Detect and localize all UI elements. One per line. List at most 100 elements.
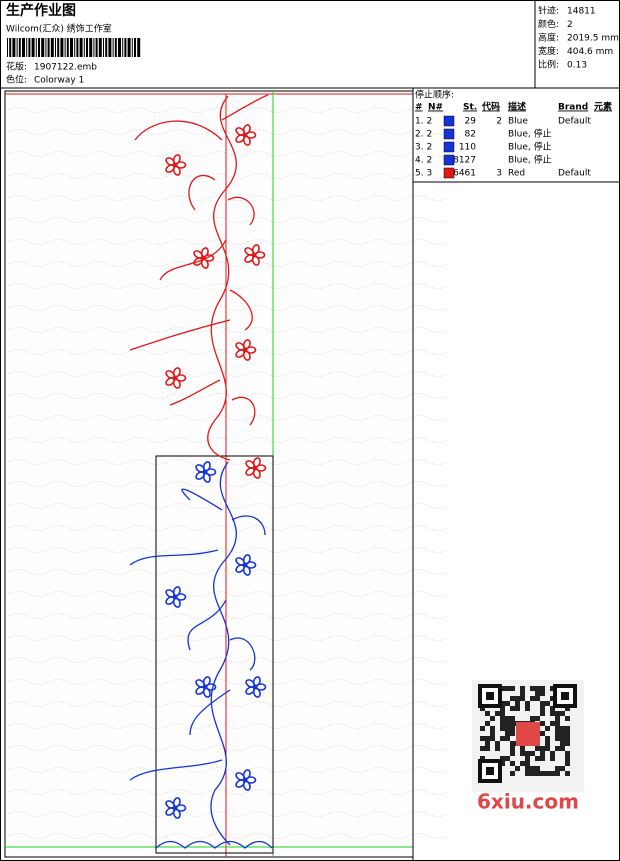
stat-label: 比例: (538, 59, 559, 71)
stat-value: 0.13 (567, 61, 587, 71)
description: Blue (508, 117, 528, 127)
qr-cell (530, 696, 535, 701)
flower-center (252, 465, 258, 471)
qr-cell (485, 721, 490, 726)
wave (7, 811, 449, 817)
wave (7, 701, 449, 707)
qr-cell (550, 696, 555, 701)
wave (7, 151, 449, 157)
wave (7, 415, 449, 421)
bar (66, 38, 69, 57)
blue-vines (129, 461, 273, 849)
barcode (7, 38, 141, 57)
bar (12, 38, 16, 57)
bar (38, 38, 40, 57)
qr-cell (500, 686, 505, 691)
bar (70, 38, 73, 57)
bar (16, 38, 18, 57)
qr-cell (540, 731, 545, 736)
qr-cell (525, 706, 530, 711)
flower (244, 244, 266, 266)
qr-cell (500, 761, 505, 766)
qr-cell (510, 696, 515, 701)
qr-cell (490, 716, 495, 721)
qr-code (472, 680, 584, 792)
qr-cell (545, 726, 550, 731)
qr-cell (490, 736, 495, 741)
wave (7, 679, 449, 685)
stat-value: 14811 (567, 7, 596, 17)
qr-cell (540, 686, 545, 691)
design-file: 1907122.emb (34, 63, 97, 73)
qr-cell (505, 736, 510, 741)
bar (47, 38, 50, 57)
bar (50, 38, 54, 57)
qr-cell (495, 711, 500, 716)
flower (165, 797, 187, 819)
qr-cell (555, 711, 560, 716)
qr-cell (510, 741, 515, 746)
qr-cell (510, 771, 515, 776)
bar (64, 38, 66, 57)
bar (131, 38, 133, 57)
flower (235, 769, 257, 791)
qr-cell (565, 771, 570, 776)
qr-cell (560, 711, 565, 716)
qr-cell (530, 716, 535, 721)
bar (55, 38, 56, 57)
column-header: 元素 (594, 101, 612, 113)
qr-cell (510, 746, 515, 751)
qr-cell (540, 691, 545, 696)
bar (134, 38, 136, 57)
bar (103, 38, 104, 57)
qr-cell (545, 741, 550, 746)
bar (60, 38, 64, 57)
description: Red (508, 169, 525, 179)
watermark: 6xiu.com (477, 790, 579, 814)
flower-center (172, 162, 178, 168)
qr-cell (480, 756, 485, 761)
stat-label: 颜色: (538, 18, 559, 30)
qr-cell (560, 726, 565, 731)
qr-cell (505, 731, 510, 736)
stitches: 6461 (453, 169, 476, 179)
wave (7, 547, 449, 553)
qr-cell (545, 771, 550, 776)
qr-cell (525, 701, 530, 706)
qr-cell (555, 731, 560, 736)
qr-cell (520, 691, 525, 696)
qr-cell (510, 716, 515, 721)
wave (7, 107, 449, 113)
row-index: 2. 2 (415, 130, 432, 140)
qr-cell (555, 771, 560, 776)
flower (193, 247, 215, 269)
code: 2 (496, 117, 502, 127)
title: 生产作业图 (6, 2, 76, 19)
qr-cell (515, 766, 520, 771)
row-index: 5. 3 (415, 169, 432, 179)
qr-cell (525, 761, 530, 766)
wave (7, 767, 449, 773)
qr-cell (555, 746, 560, 751)
bar (112, 38, 114, 57)
flower-center (242, 347, 248, 353)
qr-cell (505, 726, 510, 731)
qr-cell (565, 761, 570, 766)
bar (22, 38, 25, 57)
qr-cell (565, 736, 570, 741)
qr-cell (540, 751, 545, 756)
qr-cell (560, 746, 565, 751)
flower (235, 339, 257, 361)
column-header: N# (428, 103, 443, 113)
qr-cell (500, 721, 505, 726)
stat-value: 2019.5 mm (567, 34, 619, 44)
qr-cell (540, 706, 545, 711)
qr-cell (505, 756, 510, 761)
fabric-pattern (7, 107, 449, 839)
qr-cell (535, 686, 540, 691)
bar (137, 38, 141, 57)
qr-cell (515, 706, 520, 711)
wave (7, 283, 449, 289)
qr-cell (565, 741, 570, 746)
flower-center (242, 562, 248, 568)
